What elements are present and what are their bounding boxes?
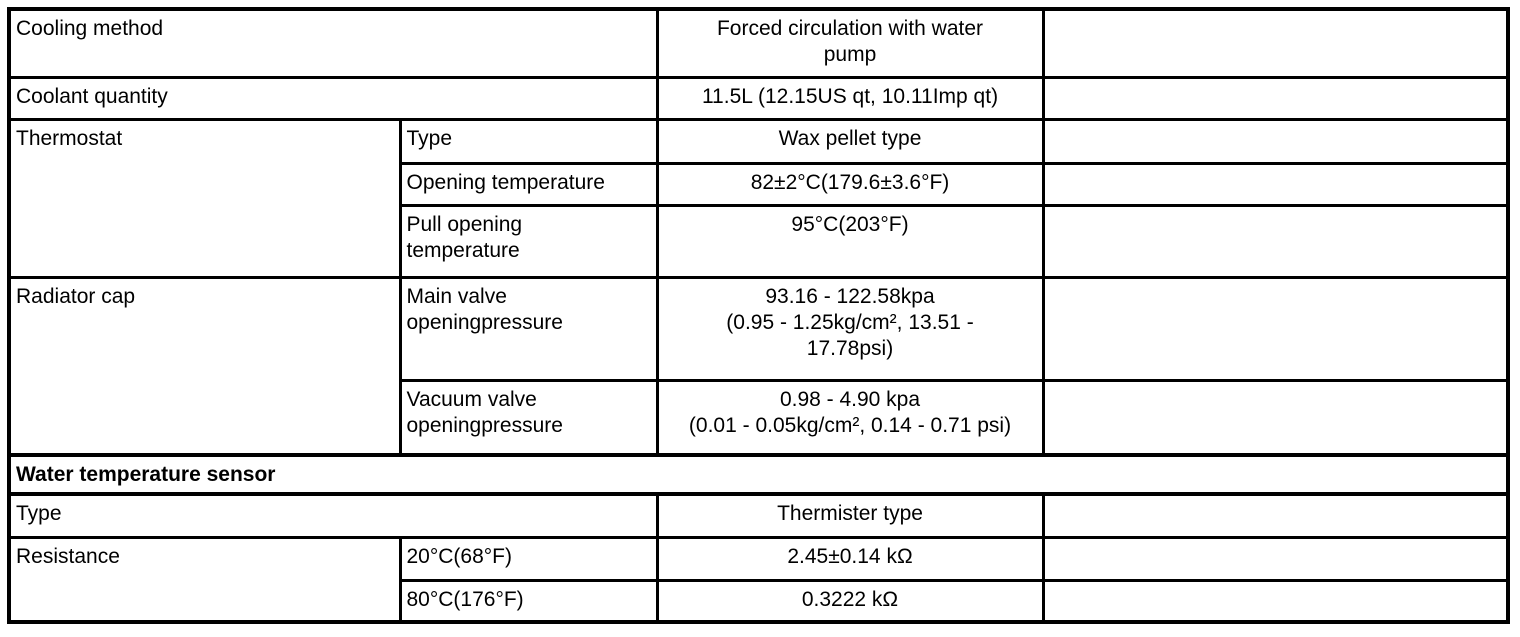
sensor-type-label: Type bbox=[7, 492, 659, 539]
empty-cell bbox=[1041, 161, 1510, 207]
row-sensor-type: Type Thermister type bbox=[7, 492, 1510, 539]
cooling-method-label: Cooling method bbox=[7, 7, 659, 79]
water-temperature-sensor-section-label: Water temperature sensor bbox=[7, 453, 1510, 496]
resistance-label: Resistance bbox=[7, 535, 402, 624]
opening-temperature-label: Opening temperature bbox=[398, 161, 659, 207]
thermostat-type-label: Type bbox=[398, 117, 659, 165]
empty-cell bbox=[1041, 378, 1510, 457]
opening-temperature-value: 82±2°C(179.6±3.6°F) bbox=[655, 161, 1045, 207]
thermostat-type-value: Wax pellet type bbox=[655, 117, 1045, 165]
empty-cell bbox=[1041, 275, 1510, 382]
empty-cell bbox=[1041, 117, 1510, 165]
row-resistance-20c: Resistance 20°C(68°F) 2.45±0.14 kΩ bbox=[7, 535, 1510, 624]
row-thermostat-type: Thermostat Type Wax pellet type bbox=[7, 117, 1510, 279]
row-thermostat-opening-temperature: Opening temperature 82±2°C(179.6±3.6°F) bbox=[9, 161, 1510, 207]
row-thermostat-pull-opening-temperature: Pull opening temperature 95°C(203°F) bbox=[9, 203, 1510, 279]
vacuum-valve-opening-pressure-value: 0.98 - 4.90 kpa (0.01 - 0.05kg/cm², 0.14… bbox=[655, 378, 1045, 457]
vacuum-valve-opening-pressure-label: Vacuum valve openingpressure bbox=[398, 378, 659, 457]
empty-cell bbox=[1041, 75, 1510, 121]
empty-cell bbox=[1041, 492, 1510, 539]
empty-cell bbox=[1041, 7, 1510, 79]
row-radiator-cap-vacuum-valve: Vacuum valve openingpressure 0.98 - 4.90… bbox=[9, 378, 1510, 457]
coolant-quantity-value: 11.5L (12.15US qt, 10.11Imp qt) bbox=[655, 75, 1045, 121]
main-valve-opening-pressure-value: 93.16 - 122.58kpa (0.95 - 1.25kg/cm², 13… bbox=[655, 275, 1045, 382]
resistance-20c-value: 2.45±0.14 kΩ bbox=[655, 535, 1045, 582]
empty-cell bbox=[1041, 578, 1510, 624]
empty-cell bbox=[1041, 203, 1510, 279]
thermostat-label: Thermostat bbox=[7, 117, 402, 279]
row-water-temperature-sensor-header: Water temperature sensor bbox=[7, 453, 1510, 496]
pull-opening-temperature-label: Pull opening temperature bbox=[398, 203, 659, 279]
row-radiator-cap-main-valve: Radiator cap Main valve openingpressure … bbox=[7, 275, 1510, 457]
pull-opening-temperature-value: 95°C(203°F) bbox=[655, 203, 1045, 279]
resistance-20c-label: 20°C(68°F) bbox=[398, 535, 659, 582]
empty-cell bbox=[1041, 535, 1510, 582]
coolant-quantity-label: Coolant quantity bbox=[7, 75, 659, 121]
sensor-type-value: Thermister type bbox=[655, 492, 1045, 539]
radiator-cap-label: Radiator cap bbox=[7, 275, 402, 457]
row-coolant-quantity: Coolant quantity 11.5L (12.15US qt, 10.1… bbox=[7, 75, 1510, 121]
main-valve-opening-pressure-label: Main valve openingpressure bbox=[398, 275, 659, 382]
row-cooling-method: Cooling method Forced circulation with w… bbox=[7, 7, 1510, 79]
cooling-system-spec-table: Cooling method Forced circulation with w… bbox=[7, 7, 1510, 624]
row-resistance-80c: 80°C(176°F) 0.3222 kΩ bbox=[9, 578, 1510, 624]
cooling-method-value: Forced circulation with water pump bbox=[655, 7, 1045, 79]
resistance-80c-label: 80°C(176°F) bbox=[398, 578, 659, 624]
resistance-80c-value: 0.3222 kΩ bbox=[655, 578, 1045, 624]
